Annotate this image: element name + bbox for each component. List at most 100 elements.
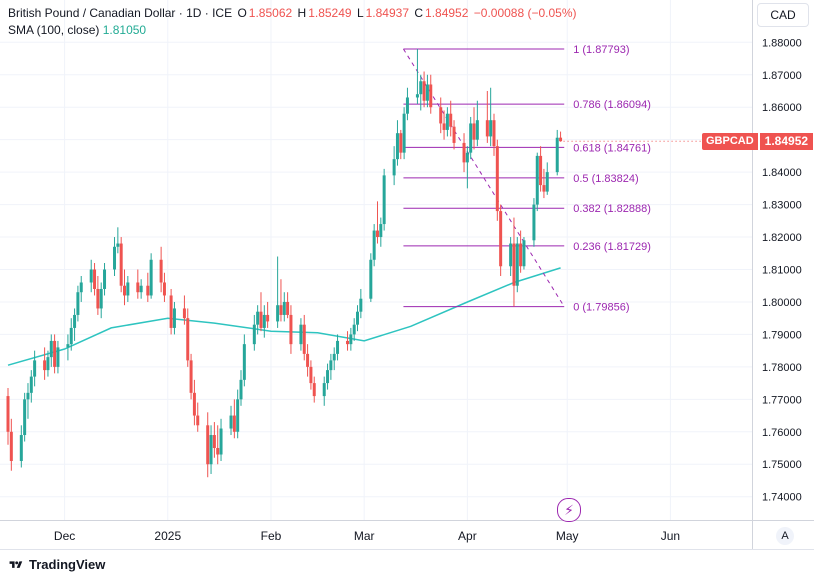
candle-body (262, 314, 266, 328)
candle-body (372, 230, 376, 260)
candle-body (442, 123, 446, 130)
candle-body (242, 344, 246, 380)
candle-body (53, 340, 57, 367)
y-tick-label: 1.83000 (762, 200, 802, 212)
candle-body (236, 399, 240, 432)
candle-body (382, 175, 386, 225)
candle-body (73, 314, 77, 328)
candle-body (299, 324, 303, 345)
price-tag-symbol: GBPCAD (702, 133, 758, 150)
candle-body (559, 137, 563, 142)
candle-body (469, 123, 473, 153)
fib-level-label: 0.382 (1.82888) (573, 203, 651, 215)
y-tick-label: 1.88000 (762, 37, 802, 49)
candle-body (96, 288, 100, 309)
currency-button[interactable]: CAD (757, 3, 809, 27)
candle-body (392, 159, 396, 176)
sma-label: SMA (100, close) (8, 23, 100, 37)
candle-body (445, 113, 449, 130)
candle-body (139, 285, 143, 293)
candle-body (66, 344, 70, 348)
candle-body (23, 399, 27, 436)
candle-body (266, 314, 270, 322)
y-tick-label: 1.75000 (762, 459, 802, 471)
brand-name: TradingView (29, 557, 106, 572)
candle-body (149, 259, 153, 296)
candle-body (103, 269, 107, 289)
candle-body (33, 360, 37, 377)
candle-body (93, 269, 97, 289)
candle-body (422, 81, 426, 101)
fib-level-label: 0.5 (1.83824) (573, 173, 638, 185)
candle-body (119, 243, 123, 286)
fib-level-label: 0.236 (1.81729) (573, 241, 651, 253)
candle-body (209, 435, 213, 465)
candle-body (425, 84, 429, 101)
candle-body (462, 142, 466, 163)
candle-body (146, 285, 150, 296)
price-tag-value: 1.84952 (759, 133, 814, 150)
y-tick-label: 1.86000 (762, 102, 802, 114)
high-value: 1.85249 (308, 6, 352, 20)
candle-body (49, 340, 53, 358)
open-value: 1.85062 (248, 6, 293, 20)
y-tick-label: 1.74000 (762, 492, 802, 504)
candle-body (429, 84, 433, 108)
candle-body (402, 113, 406, 153)
last-price-tag: GBPCAD 1.84952 (702, 133, 814, 150)
low-label: L (356, 6, 364, 20)
candle-body (499, 211, 503, 267)
candle-body (159, 259, 163, 283)
x-tick-label: Dec (54, 529, 75, 543)
candle-body (229, 415, 233, 429)
candle-body (306, 353, 310, 367)
lightning-icon[interactable]: ⚡ (557, 498, 581, 522)
candle-body (356, 311, 360, 325)
fib-level-label: 1 (1.87793) (573, 44, 629, 56)
candle-body (196, 415, 200, 426)
auto-scale-button[interactable]: A (776, 527, 794, 545)
candle-body (405, 97, 409, 114)
close-label: C (414, 6, 424, 20)
candle-body (545, 172, 549, 192)
candle-body (43, 360, 47, 371)
sma-legend[interactable]: SMA (100, close) 1.81050 (8, 22, 146, 39)
x-tick-label: 2025 (154, 529, 181, 543)
candle-body (216, 448, 220, 455)
candle-body (449, 113, 453, 127)
candle-body (212, 435, 216, 449)
candle-body (519, 243, 523, 267)
candle-body (259, 311, 263, 328)
candle-body (539, 155, 543, 186)
candle-body (452, 126, 456, 143)
candle-body (286, 301, 290, 315)
fib-level-label: 0.786 (1.86094) (573, 99, 651, 111)
candle-body (192, 392, 196, 416)
open-label: O (237, 6, 247, 20)
candle-body (19, 435, 23, 461)
candle-body (485, 120, 489, 137)
change-value: −0.00088 (−0.05%) (473, 6, 577, 20)
candle-body (29, 376, 33, 393)
candle-body (475, 120, 479, 140)
candle-body (312, 383, 316, 397)
candle-body (206, 425, 210, 465)
candle-body (532, 204, 536, 241)
sma-value: 1.81050 (102, 23, 147, 37)
y-tick-label: 1.78000 (762, 362, 802, 374)
x-tick-label: Apr (458, 529, 477, 543)
symbol-title: British Pound / Canadian Dollar · 1D · I… (8, 6, 233, 20)
tradingview-logo[interactable]: TradingView (8, 557, 105, 572)
close-value: 1.84952 (425, 6, 469, 20)
candle-body (465, 152, 469, 163)
candle-body (509, 243, 513, 267)
candle-body (279, 305, 283, 315)
candle-body (26, 392, 30, 400)
candle-body (515, 243, 519, 286)
candle-body (375, 230, 379, 238)
y-tick-label: 1.82000 (762, 232, 802, 244)
candle-body (126, 282, 130, 296)
x-tick-label: Mar (354, 529, 375, 543)
candle-body (535, 155, 539, 205)
